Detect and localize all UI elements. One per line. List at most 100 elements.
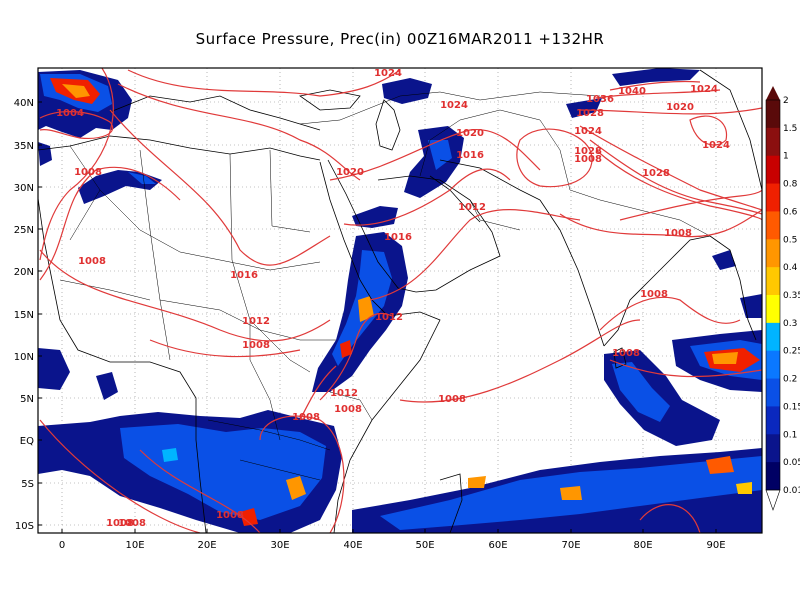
isobar-1008-bay [619, 189, 762, 221]
coastline-china-east [699, 69, 762, 191]
lon-label: 40E [343, 540, 362, 551]
precip-patch-westafrica [38, 348, 70, 390]
borders [59, 91, 711, 481]
lat-label: 5N [20, 394, 34, 405]
isobar-label: 1020 [336, 167, 364, 178]
coastline-blacksea [299, 89, 361, 111]
precipitation-areas [38, 68, 762, 533]
isobar-label: 1008 [438, 394, 466, 405]
isobar-label: 1012 [458, 202, 486, 213]
precip-patch-ethiopia-red [340, 340, 352, 358]
isobar-label: 1024 [374, 68, 402, 79]
coastline-red-sea-west [319, 161, 389, 317]
colorbar-label: 1 [783, 152, 789, 162]
colorbar-segment [766, 434, 780, 463]
longitude-labels: 0 10E 20E 30E 40E 50E 60E 70E 80E 90E [59, 529, 726, 551]
precip-patch-indian-hot3 [736, 482, 752, 494]
isobar-label: 1008 [216, 510, 244, 521]
isobar-1012-arabia [369, 209, 581, 301]
isobar-label: 1004 [56, 108, 84, 119]
coastline-madagascar [439, 473, 463, 533]
isobar-1008-south [39, 419, 201, 533]
lat-label: 30N [14, 183, 34, 194]
colorbar-segment [766, 183, 780, 212]
isobar-label: 1024 [574, 126, 602, 137]
isobar-1008-wafrica [39, 166, 181, 281]
precip-patch-redsea-n [352, 206, 398, 228]
lon-label: 70E [561, 540, 580, 551]
isobar-label: 1008 [612, 348, 640, 359]
map-frame [37, 67, 763, 534]
lat-label: 10N [14, 352, 34, 363]
isobar-1008-se [639, 504, 701, 533]
colorbar-segment [766, 462, 780, 491]
isobar-1020-north [117, 83, 361, 181]
isobar-label: 1016 [456, 150, 484, 161]
isobar-1040-tibet [609, 80, 701, 91]
colorbar-segment [766, 378, 780, 407]
colorbar-segment [766, 239, 780, 268]
isobar-1008-eq [609, 359, 762, 378]
isobar-label: 1008 [664, 228, 692, 239]
colorbar-segment [766, 127, 780, 157]
colorbar-label: 0.2 [783, 375, 797, 385]
isobar-1008-congo [259, 415, 345, 533]
precip-patch-ethiopia-hot [358, 296, 374, 322]
isobar-label: 1020 [666, 102, 694, 113]
colorbar-segment [766, 350, 780, 380]
precip-patch-indian-hot2 [706, 456, 734, 474]
coastline-west-africa [38, 197, 207, 533]
lon-label: 30E [270, 540, 289, 551]
colorbar-top-arrow [766, 86, 780, 100]
isobar-1016-arabia [343, 168, 511, 226]
isobar-1012-sahara [39, 249, 331, 342]
isobar-label: 1028 [642, 168, 670, 179]
coastline-somalia [333, 311, 441, 533]
lat-label: EQ [20, 436, 34, 447]
colorbar-label: 0.05 [783, 458, 800, 468]
isobar-1028-ne [579, 107, 762, 115]
lon-label: 90E [706, 540, 725, 551]
precip-patch-congo-hot2 [240, 508, 258, 526]
precip-patch-bay-orange [712, 352, 738, 364]
isobar-1024-loop [516, 128, 593, 188]
precip-patch-indian-hot4 [560, 486, 582, 500]
isobar-1028-b [589, 139, 762, 215]
colorbar-label: 2 [783, 96, 789, 106]
colorbar-bottom-arrow [765, 489, 781, 511]
isobar-label: 1008 [640, 289, 668, 300]
isobar-1008-madagascar [139, 449, 261, 533]
precip-patch-indian-hot1 [468, 476, 486, 488]
lat-label: 40N [14, 98, 34, 109]
isobar-label: 1024 [702, 140, 730, 151]
isobar-1012-somalia [319, 312, 393, 401]
isobar-1008-india [599, 296, 741, 331]
precip-patch-andaman [740, 294, 762, 318]
isobar-1016-med [109, 109, 331, 266]
isobar-1024-ne [579, 125, 762, 211]
colorbar-segment [766, 322, 780, 352]
colorbar-label: 0.35 [783, 291, 800, 301]
precip-patch-congo-core [120, 424, 326, 520]
lon-label: 60E [488, 540, 507, 551]
isobar-label: 1008 [242, 340, 270, 351]
coastline-persian-gulf [429, 175, 481, 223]
isobar-label: 1024 [690, 84, 718, 95]
coastline-arabia [377, 175, 501, 293]
colorbar-label: 1.5 [783, 124, 797, 134]
precip-patch-tibet [612, 68, 700, 86]
isobar-1004-nw [39, 111, 114, 139]
lon-label: 10E [125, 540, 144, 551]
isobars [39, 68, 762, 533]
coastline-burma [709, 235, 757, 341]
coastline-caspian [375, 99, 401, 151]
isobar-1036 [595, 89, 721, 99]
colorbar-label: 0.25 [783, 347, 800, 357]
colorbar-segment [766, 267, 780, 296]
lat-label: 20N [14, 267, 34, 278]
precip-patch-westafrica2 [96, 372, 118, 400]
isobar-label: 1008 [334, 404, 362, 415]
precip-patch-nw-orange [62, 84, 90, 98]
isobar-label: 1008 [118, 518, 146, 529]
isobar-label: 1008 [78, 256, 106, 267]
